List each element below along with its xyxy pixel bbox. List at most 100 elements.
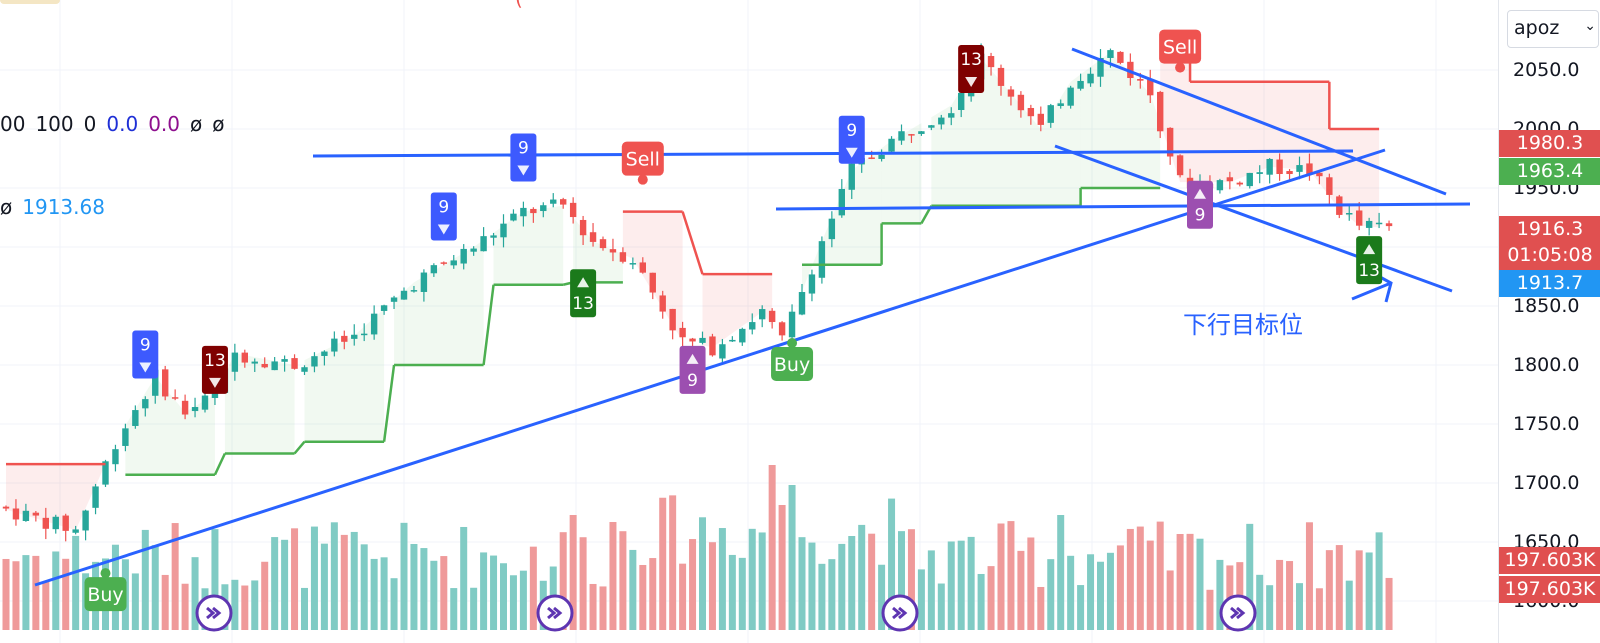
triangle-up-icon [686,353,699,364]
trendline-support-horizontal[interactable] [775,202,1471,211]
event-marker-1[interactable] [195,594,233,632]
volume-bar [778,505,786,630]
volume-bar [310,526,318,630]
volume-bar [589,583,597,630]
volume-bar [699,517,706,630]
volume-bar [858,524,866,630]
trendline-channel-upper[interactable] [1071,47,1447,196]
trendline-rising[interactable] [34,148,1386,587]
sell-signal-label: Sell [621,141,664,185]
user-trendlines[interactable] [34,47,1471,587]
candle-body [778,322,786,336]
volume-bar [1256,574,1264,630]
td-count-down-marker: 9 [510,133,537,182]
downside-target-label: 下行目标位 [1183,311,1303,339]
badge-last: 1916.3 01:05:08 [1499,216,1600,270]
candle-body [1226,177,1234,182]
volume-bar [619,531,627,630]
volume-bar [1276,559,1284,630]
price-axis-tick: 1700.0 [1513,472,1580,494]
candle-body [818,241,826,278]
volume-bar [420,548,428,630]
candle-body [1236,182,1243,185]
volume-bar [788,485,796,630]
volume-bar [529,546,537,630]
candle-body [928,125,935,128]
candle-body [1346,213,1353,215]
volume-bar [42,581,50,630]
volume-bar [380,557,388,630]
candle-body [440,262,447,264]
supertrend-step [681,211,704,275]
trendline-channel-lower[interactable] [1054,144,1453,293]
volume-bar [669,495,677,630]
td-count-text: 9 [687,371,698,391]
event-marker-2[interactable] [536,594,574,632]
symbol-select[interactable]: apoz ⌄ [1507,10,1599,48]
supertrend-fill [1190,81,1330,197]
candle-body [749,322,756,330]
triangle-down-icon [965,77,978,87]
volume-bar [848,536,856,630]
badge-vol2: 197.603K [1499,576,1600,603]
candle-body [1087,73,1094,84]
candle-body [540,205,547,212]
candle-body [739,328,746,343]
candle-body [868,157,875,159]
candle-body [181,400,189,415]
price-axis-tick: 1750.0 [1513,413,1580,435]
candle-body [1306,163,1313,175]
event-marker-4[interactable] [1219,594,1257,632]
volume-bar [1196,538,1204,630]
price-axis[interactable]: apoz ⌄ 2050.02000.01950.01900.01850.0180… [1498,0,1600,643]
volume-bar [1355,550,1363,630]
supertrend-fill [304,308,385,442]
buy-signal-label: Buy [771,338,814,381]
candle-body [112,449,119,465]
td-count-down-marker: 9 [132,330,159,379]
volume-bar [1206,589,1214,630]
candle-body [1276,159,1283,175]
volume-bar [1216,559,1224,630]
candle-body [1027,107,1035,117]
triangle-up-icon [577,277,590,288]
volume-bar [1087,554,1095,630]
symbol-select-value: apoz [1514,17,1560,39]
volume-bar [1266,585,1274,630]
volume-bar [519,570,527,630]
volume-bar [171,523,179,630]
legend-row-last: ø 1913.68 [0,195,115,219]
candle-body [12,508,20,520]
volume-bar [738,557,746,630]
candle-body [231,352,239,372]
candle-body [321,351,328,356]
candle-body [550,199,557,204]
volume-bar [281,539,289,630]
candle-body [1266,158,1273,175]
candle-body [828,218,836,240]
volume-bar [261,561,269,630]
candle-body [1176,155,1184,176]
event-marker-3[interactable] [881,594,919,632]
trend-fills [6,52,1380,531]
candle-body [42,517,49,529]
td-count-down-marker: 13 [201,345,228,394]
volume-bar [1335,545,1343,630]
candle-body [32,512,40,516]
volume-bar [191,557,199,630]
volume-bar [907,529,915,630]
candle-body [390,297,398,302]
legend-value: ø [212,112,225,136]
volume-bar [32,555,40,630]
td-count-text: 13 [204,351,226,371]
triangle-down-icon [208,377,221,388]
volume-bar [818,563,826,630]
candle-body [798,292,806,315]
legend-value: 00 [0,112,26,136]
candle-body [560,199,567,205]
volume-bar [898,531,905,630]
legend-value: 1913.68 [22,195,105,219]
chart-plot-area[interactable]: 9 13 9 9 13 9 9 13 9 13 Sell Buy Sell Buy [0,0,1498,643]
trendline-resistance[interactable] [312,149,1354,158]
candle-body [1077,80,1084,89]
